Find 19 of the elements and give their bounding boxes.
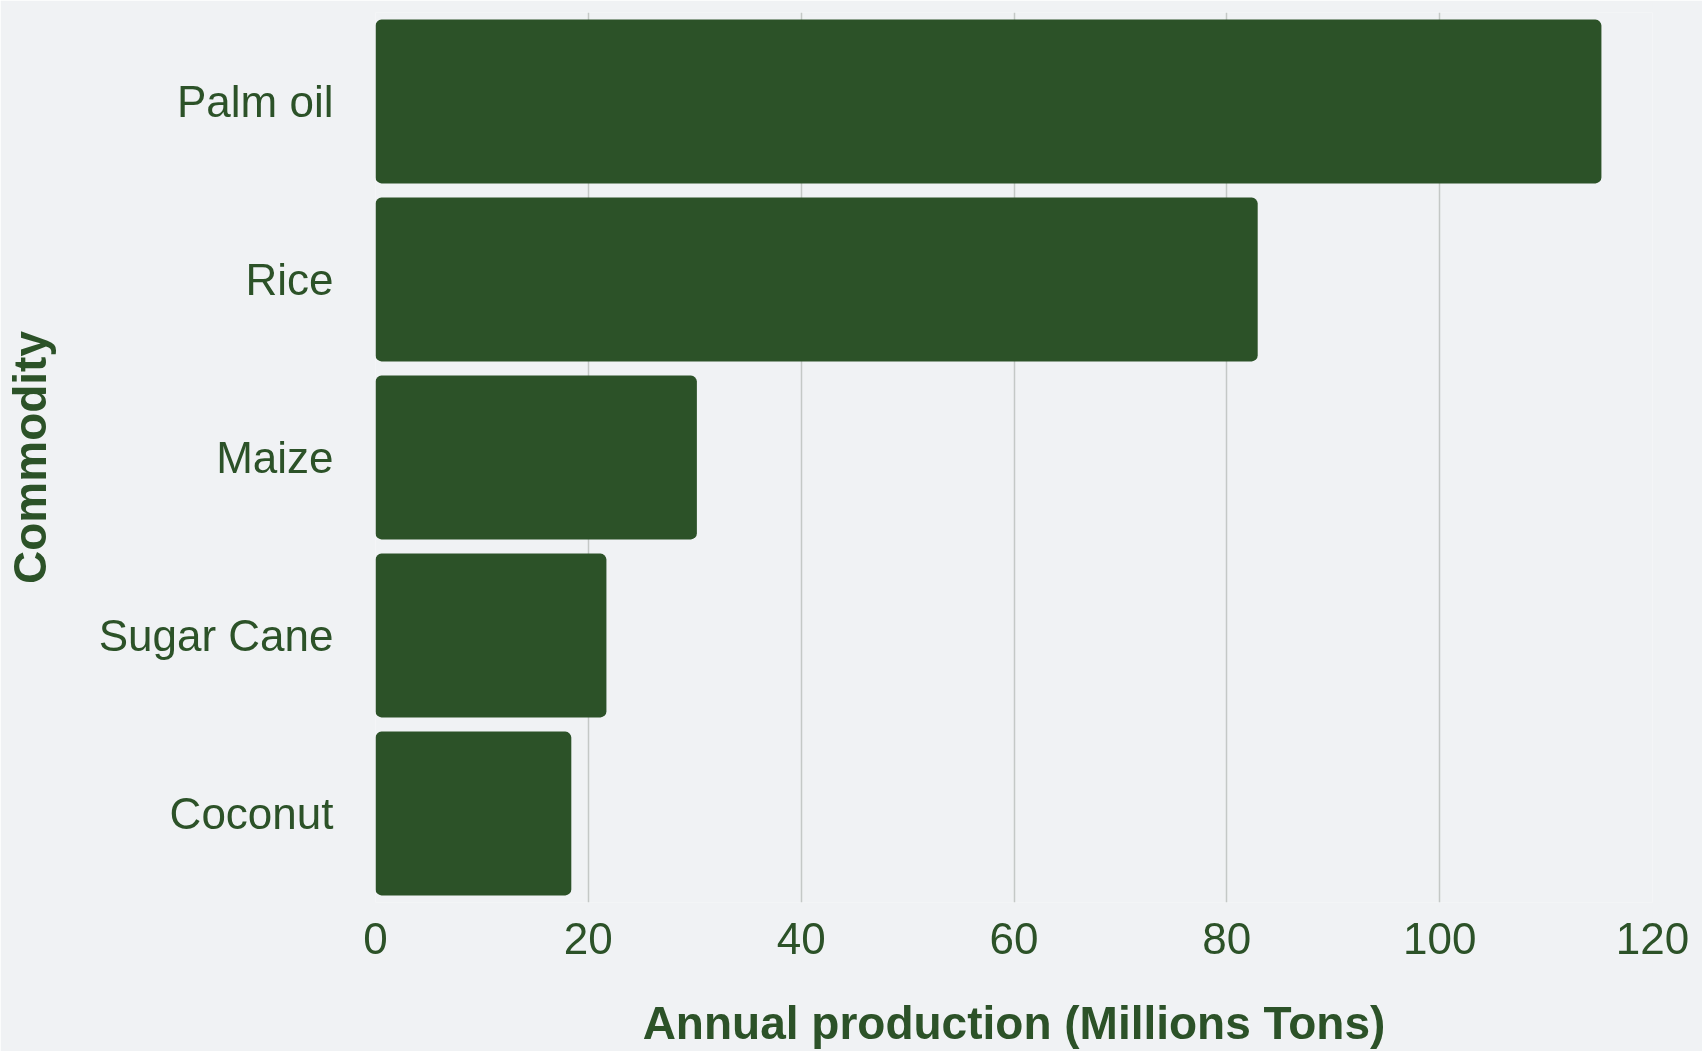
x-tick-label: 60: [989, 913, 1039, 963]
bar: [375, 553, 607, 718]
y-axis-title: Commodity: [3, 330, 56, 584]
x-tick-label: 80: [1202, 913, 1252, 963]
y-tick-label: Rice: [245, 255, 334, 304]
bar: [375, 197, 1258, 362]
y-tick-label: Sugar Cane: [98, 611, 334, 660]
x-tick-label: 40: [776, 913, 826, 963]
bar: [375, 375, 697, 540]
x-tick-label: 120: [1615, 913, 1690, 963]
x-tick-label: 100: [1402, 913, 1477, 963]
x-tick-label: 0: [363, 913, 388, 963]
y-tick-label: Palm oil: [177, 77, 334, 126]
x-tick-label: 20: [563, 913, 613, 963]
x-axis-title: Annual production (Millions Tons): [642, 996, 1386, 1049]
y-tick-label: Maize: [216, 433, 334, 482]
bar: [375, 19, 1602, 184]
y-tick-label: Coconut: [169, 789, 334, 838]
bar: [375, 731, 572, 896]
